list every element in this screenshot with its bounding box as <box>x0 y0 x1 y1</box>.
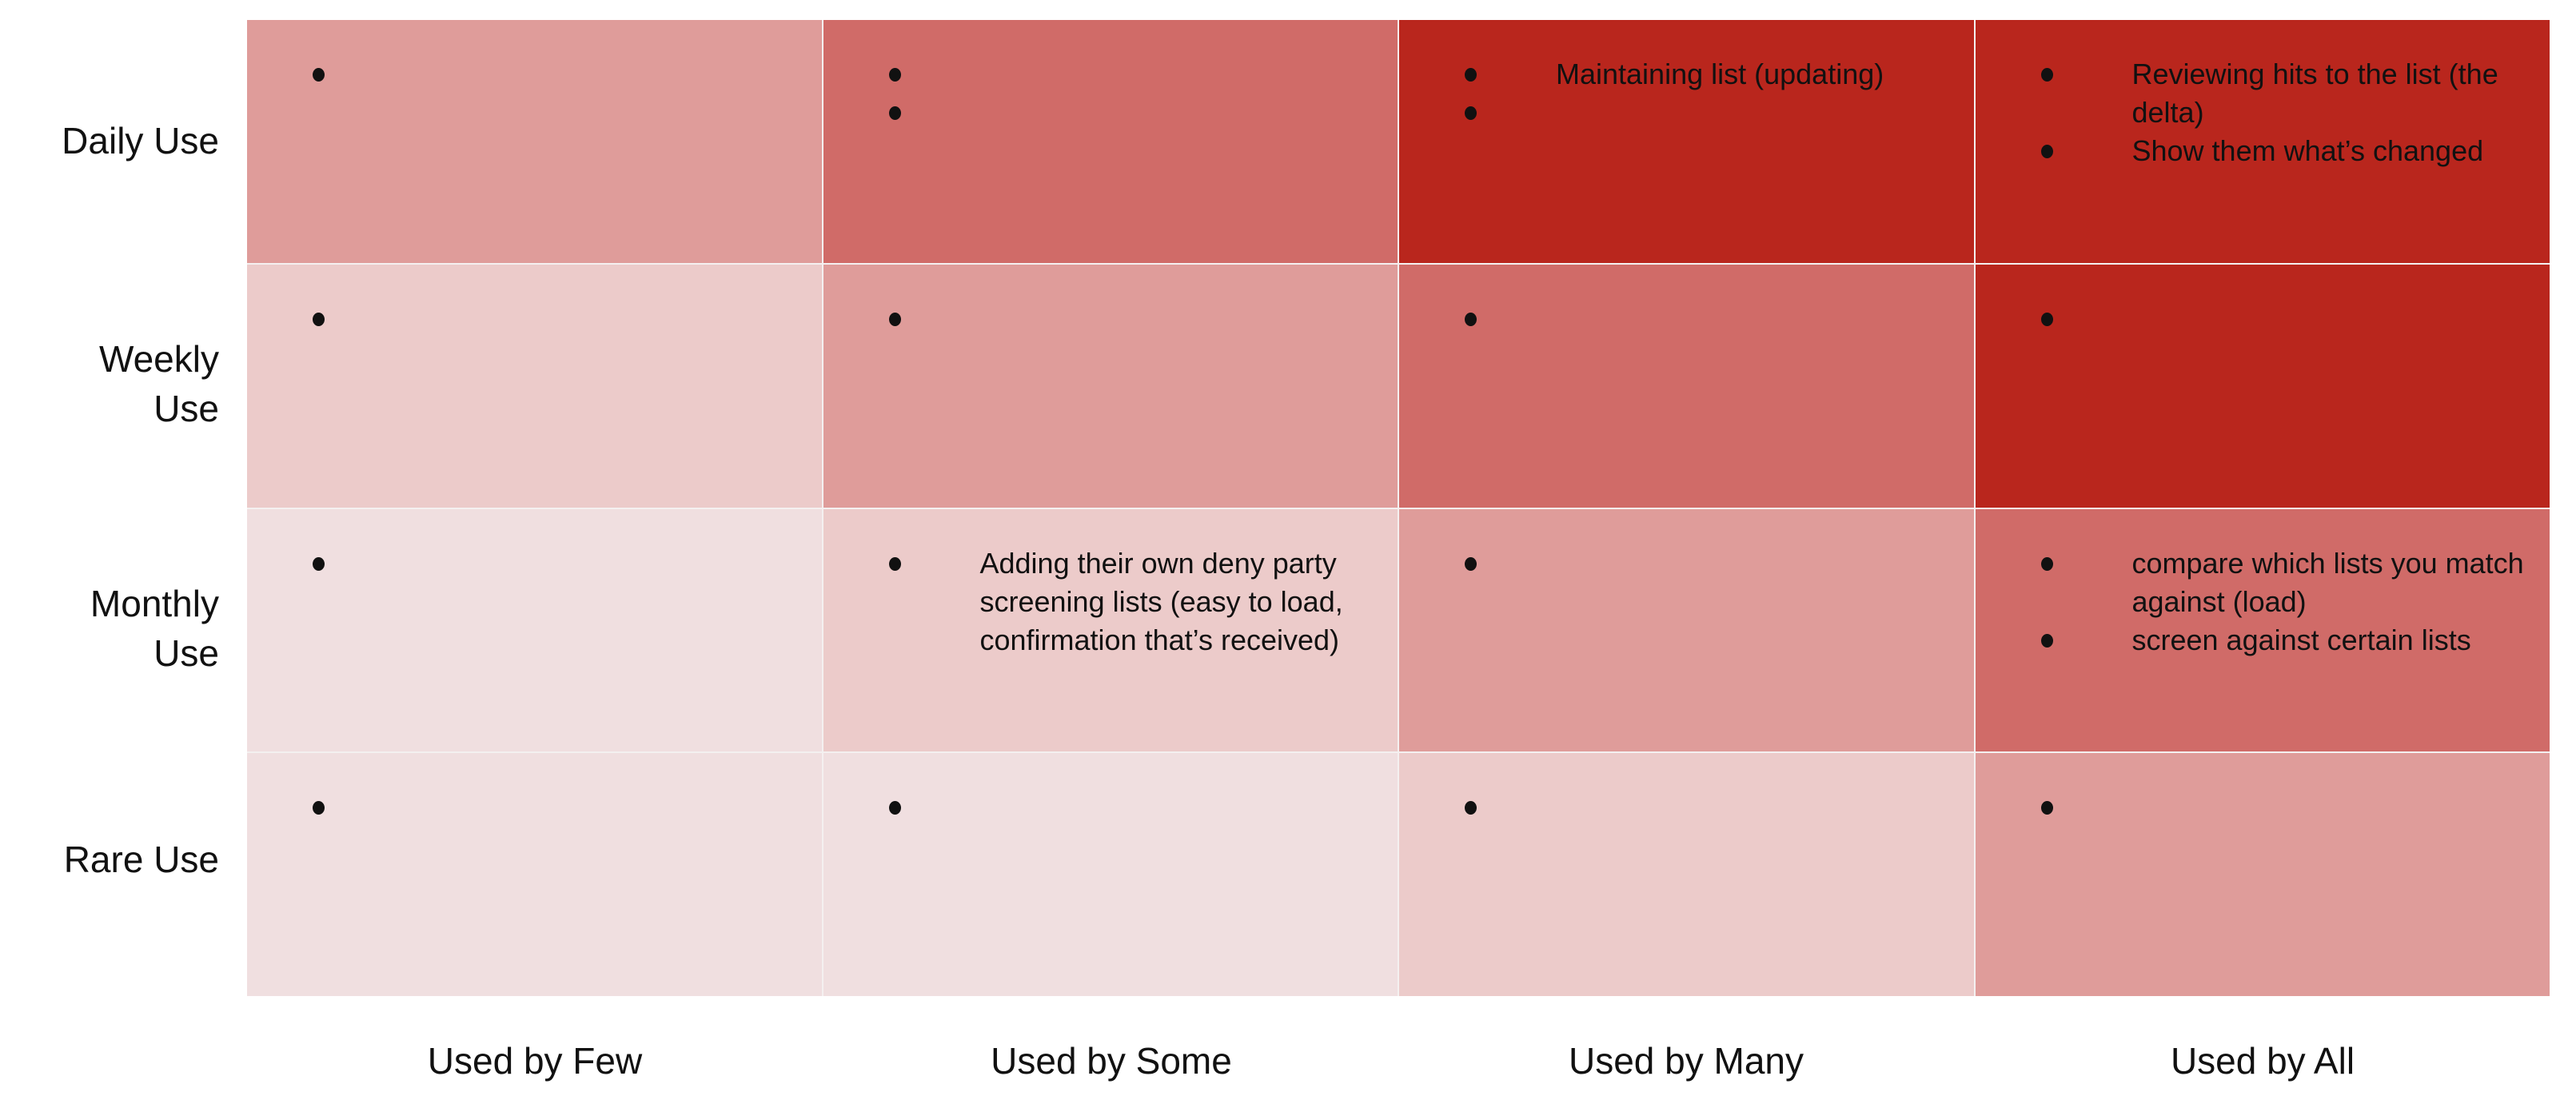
col-label-some: Used by Some <box>991 1040 1232 1082</box>
bullet-list <box>823 300 1382 338</box>
row-label-weekly: Weekly Use <box>99 338 219 429</box>
row-label-monthly: Monthly Use <box>90 583 219 674</box>
matrix-cell <box>1975 753 2550 996</box>
bullet-list: Maintaining list (updating) <box>1399 55 1958 132</box>
bullet-list <box>1976 300 2534 338</box>
bullet-list <box>1976 788 2534 827</box>
bullet-item <box>247 55 806 94</box>
bullet-item <box>247 544 806 583</box>
bullet-item <box>247 788 806 827</box>
bullet-item: compare which lists you match against (l… <box>1976 544 2534 621</box>
bullet-list <box>247 55 806 94</box>
matrix-cell <box>823 264 1398 508</box>
matrix-cell: compare which lists you match against (l… <box>1975 508 2550 752</box>
col-label-all: Used by All <box>2170 1040 2355 1082</box>
bullet-item <box>1976 788 2534 827</box>
bullet-list <box>1399 544 1958 583</box>
matrix-cell: Maintaining list (updating) <box>1399 20 1974 263</box>
bullet-item <box>1399 788 1958 827</box>
row-label-rare: Rare Use <box>63 839 219 880</box>
bullet-item <box>823 94 1382 132</box>
bullet-item: Show them what’s changed <box>1976 132 2534 170</box>
bullet-item <box>823 300 1382 338</box>
bullet-list <box>247 300 806 338</box>
bullet-item <box>247 300 806 338</box>
bullet-list <box>247 788 806 827</box>
col-label-few: Used by Few <box>427 1040 643 1082</box>
bullet-list: compare which lists you match against (l… <box>1976 544 2534 660</box>
matrix-cell <box>1399 753 1974 996</box>
matrix-cell <box>247 753 822 996</box>
matrix-cell <box>1399 264 1974 508</box>
row-label-daily: Daily Use <box>62 120 219 161</box>
bullet-list: Reviewing hits to the list (the delta) Sh… <box>1976 55 2534 170</box>
matrix-cell <box>247 508 822 752</box>
bullet-list <box>823 788 1382 827</box>
col-label-many: Used by Many <box>1568 1040 1804 1082</box>
bullet-item <box>1399 300 1958 338</box>
matrix-cell <box>823 753 1398 996</box>
bullet-item <box>1976 300 2534 338</box>
bullet-item <box>1399 94 1958 132</box>
matrix-cell <box>1975 264 2550 508</box>
usage-matrix: Maintaining list (updating) Reviewing hit… <box>247 20 2550 996</box>
bullet-item: Adding their own deny party screening li… <box>823 544 1382 660</box>
bullet-list <box>1399 788 1958 827</box>
bullet-item: screen against certain lists <box>1976 621 2534 660</box>
bullet-item <box>823 788 1382 827</box>
bullet-list <box>823 55 1382 132</box>
bullet-item: Maintaining list (updating) <box>1399 55 1958 94</box>
bullet-list: Adding their own deny party screening li… <box>823 544 1382 660</box>
matrix-cell <box>247 20 822 263</box>
bullet-list <box>1399 300 1958 338</box>
matrix-cell: Adding their own deny party screening li… <box>823 508 1398 752</box>
bullet-list <box>247 544 806 583</box>
matrix-cell <box>1399 508 1974 752</box>
matrix-cell: Reviewing hits to the list (the delta) Sh… <box>1975 20 2550 263</box>
matrix-cell <box>247 264 822 508</box>
bullet-item <box>1399 544 1958 583</box>
matrix-cell <box>823 20 1398 263</box>
bullet-item: Reviewing hits to the list (the delta) <box>1976 55 2534 132</box>
bullet-item <box>823 55 1382 94</box>
